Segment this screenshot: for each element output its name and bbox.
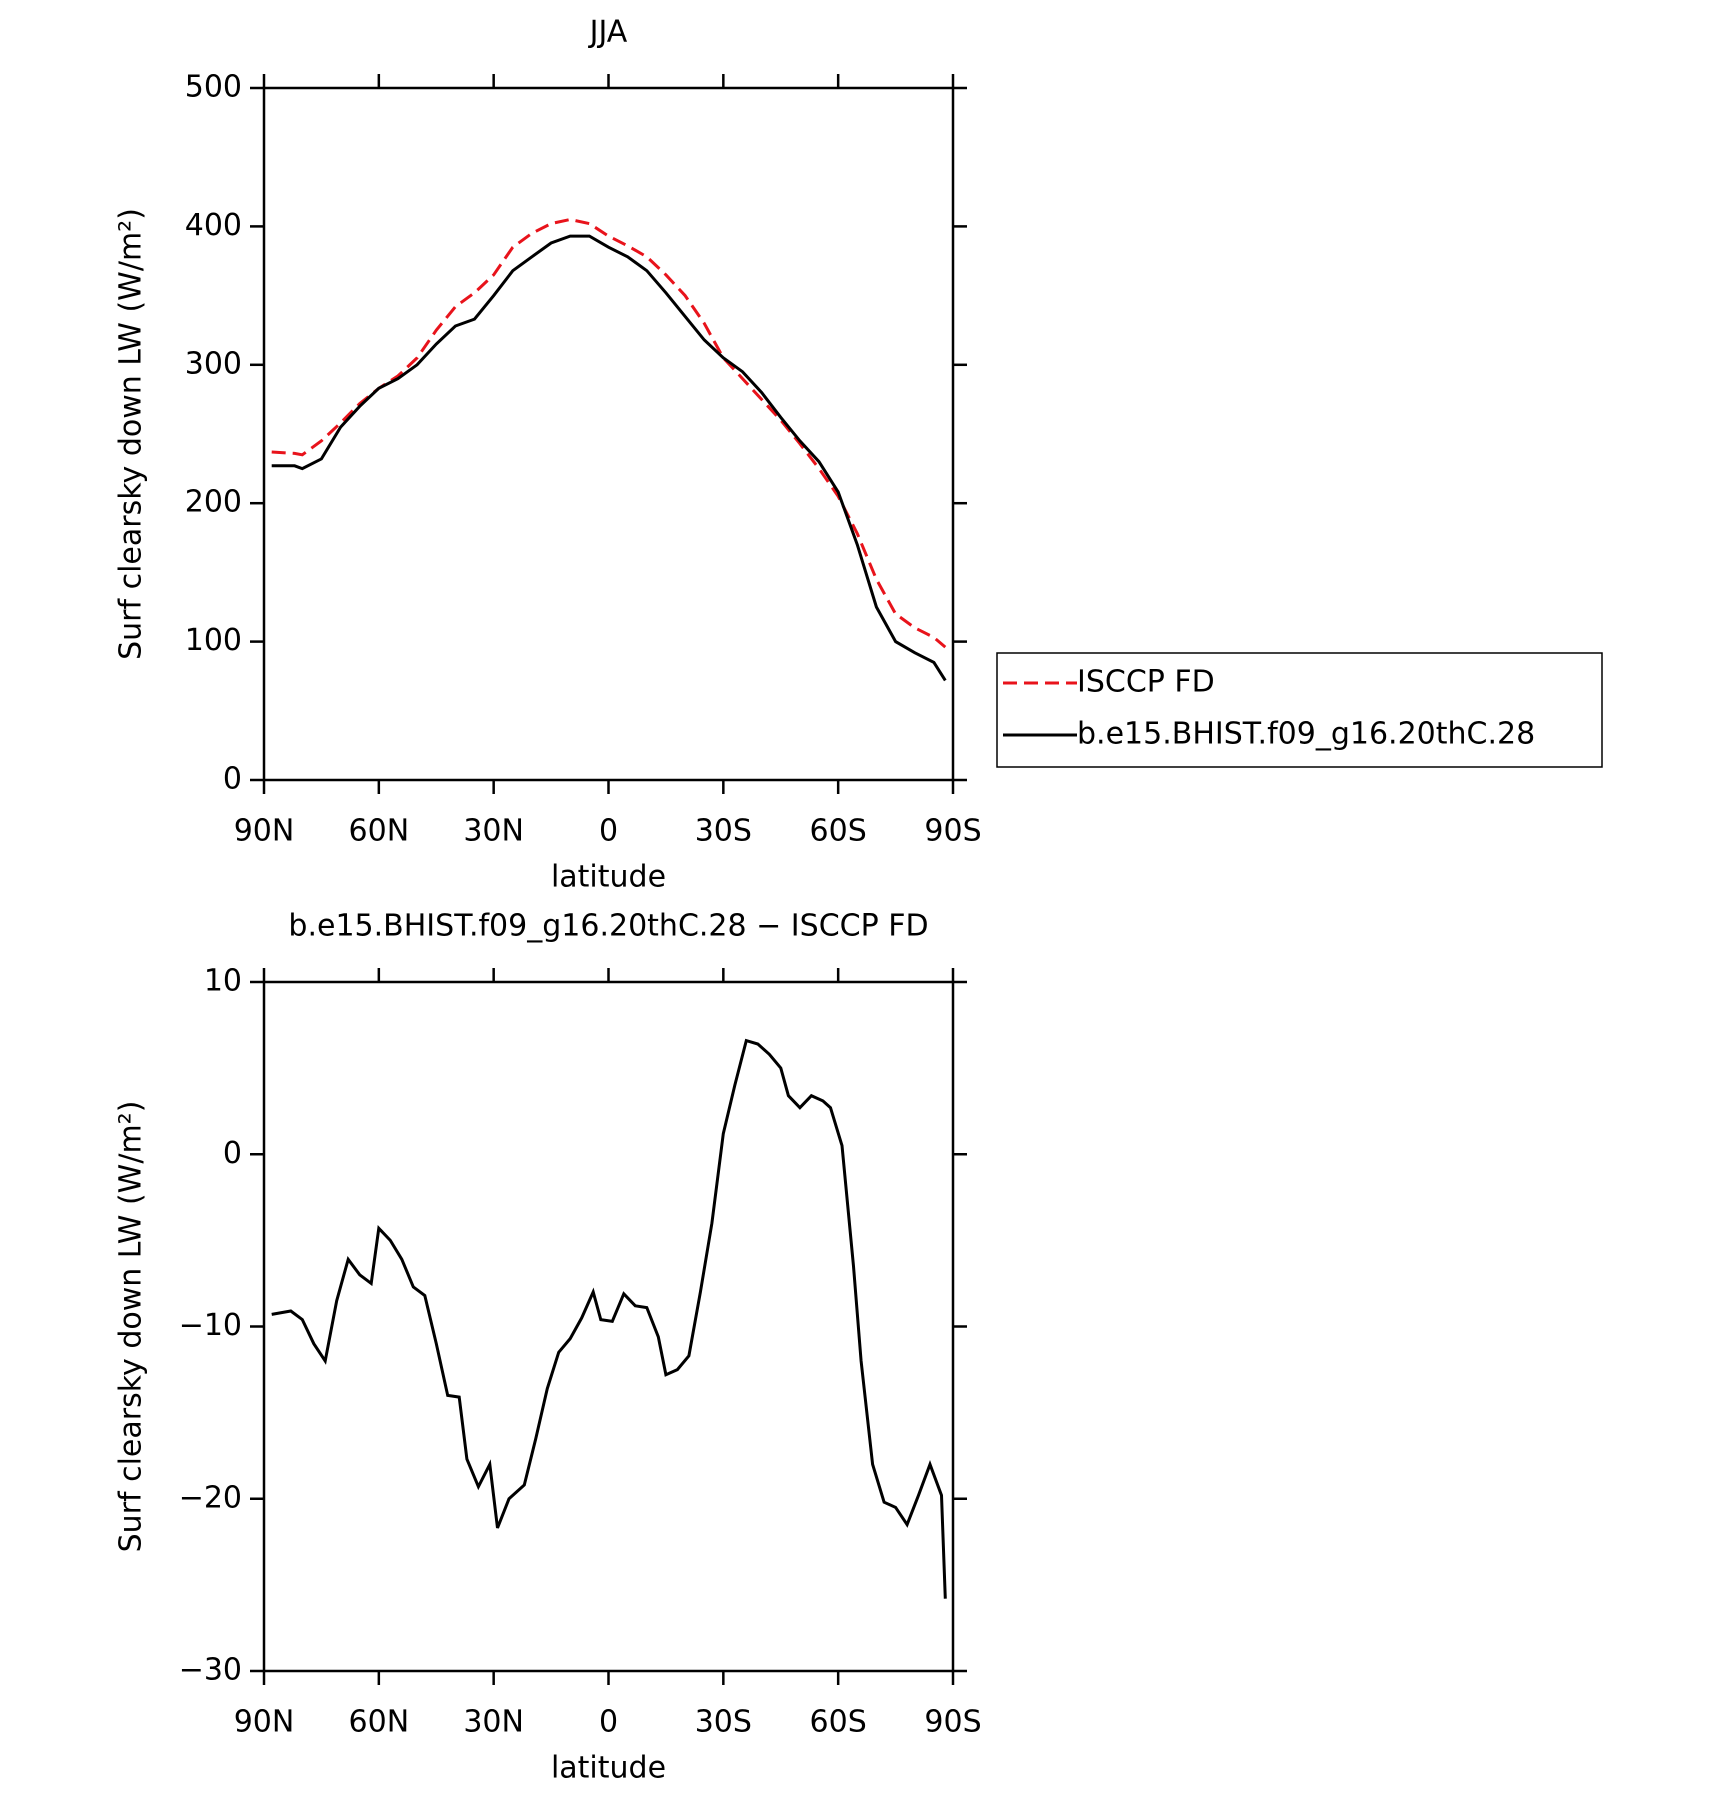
chart-title: JJA xyxy=(588,15,628,50)
x-tick-label: 90N xyxy=(234,1705,295,1740)
data-line xyxy=(271,1038,947,1599)
x-tick-label: 90S xyxy=(924,1705,981,1740)
x-axis-label: latitude xyxy=(551,860,666,895)
y-tick-label: −10 xyxy=(179,1308,242,1343)
x-tick-label: 30N xyxy=(463,1705,524,1740)
legend-label: ISCCP FD xyxy=(1077,665,1215,700)
y-tick-label: 400 xyxy=(185,208,242,243)
y-tick-label: 10 xyxy=(204,964,242,999)
x-tick-label: 30S xyxy=(695,814,752,849)
x-tick-label: 90N xyxy=(234,814,295,849)
y-axis-label: Surf clearsky down LW (W/m²) xyxy=(114,1101,149,1553)
x-tick-label: 60S xyxy=(810,814,867,849)
legend-box xyxy=(996,652,1603,768)
y-tick-label: 100 xyxy=(185,623,242,658)
x-tick-label: 30N xyxy=(463,814,524,849)
y-tick-label: −20 xyxy=(179,1480,242,1515)
chart-title: b.e15.BHIST.f09_g16.20thC.28 − ISCCP FD xyxy=(288,909,928,944)
y-tick-label: 500 xyxy=(185,70,242,105)
x-tick-label: 60N xyxy=(349,1705,410,1740)
x-tick-label: 90S xyxy=(924,814,981,849)
y-tick-label: 200 xyxy=(185,485,242,520)
y-tick-label: 0 xyxy=(223,1136,242,1171)
x-tick-label: 30S xyxy=(695,1705,752,1740)
data-line xyxy=(271,234,947,682)
x-axis-label: latitude xyxy=(551,1751,666,1786)
plot-frame xyxy=(262,980,955,1673)
plot-frame xyxy=(262,86,955,782)
x-tick-label: 0 xyxy=(599,1705,618,1740)
x-tick-label: 60S xyxy=(810,1705,867,1740)
x-tick-label: 60N xyxy=(349,814,410,849)
y-tick-label: 0 xyxy=(223,762,242,797)
y-tick-label: 300 xyxy=(185,346,242,381)
x-tick-label: 0 xyxy=(599,814,618,849)
y-tick-label: −30 xyxy=(179,1653,242,1688)
data-line xyxy=(271,217,947,649)
legend-label: b.e15.BHIST.f09_g16.20thC.28 xyxy=(1077,717,1535,752)
y-axis-label: Surf clearsky down LW (W/m²) xyxy=(114,208,149,660)
